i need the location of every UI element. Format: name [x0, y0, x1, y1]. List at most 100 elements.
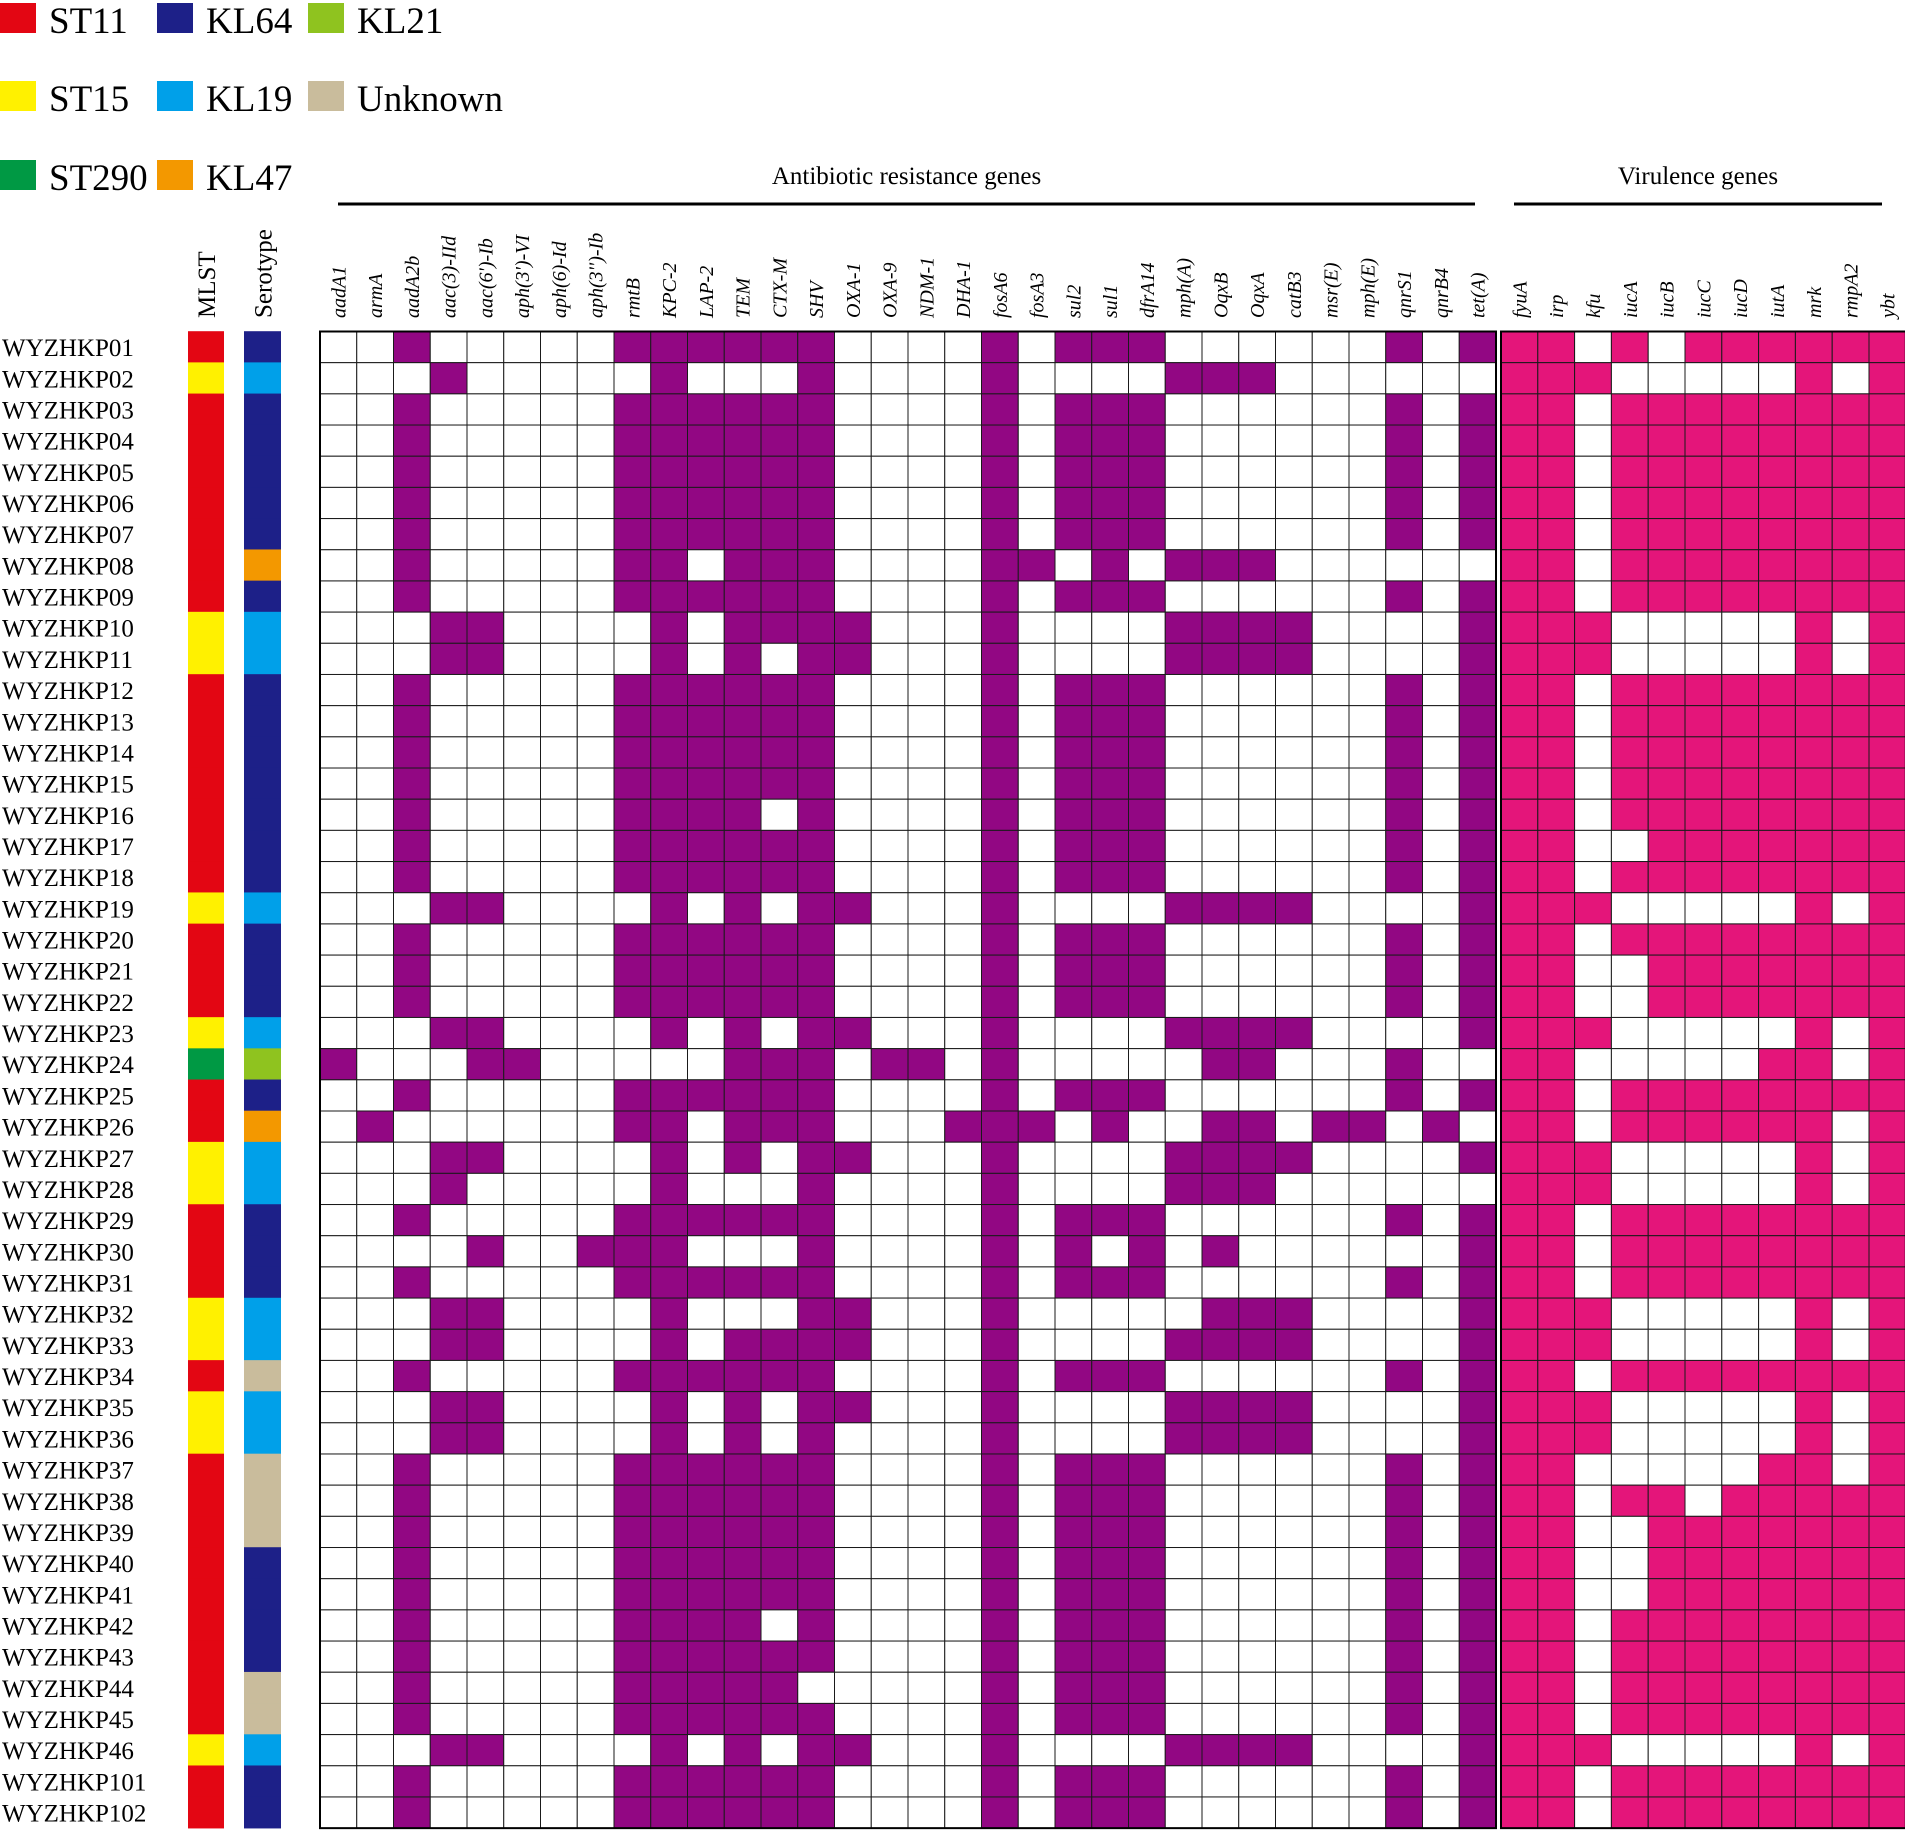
res-cell-wyzhkp07-mph-a [1164, 518, 1203, 551]
vir-cell-wyzhkp12-iuta [1758, 673, 1796, 707]
res-cell-wyzhkp16-aac-6-ib [466, 798, 505, 831]
res-cell-wyzhkp28-aph-3-vi [503, 1172, 541, 1206]
vir-cell-wyzhkp41-irp [1537, 1578, 1576, 1611]
res-cell-wyzhkp24-aada2b [393, 1048, 431, 1081]
vir-cell-wyzhkp25-iucd [1721, 1079, 1760, 1112]
res-cell-wyzhkp36-oqxa [1238, 1422, 1276, 1455]
res-cell-wyzhkp41-oqxa [1238, 1578, 1276, 1611]
res-cell-wyzhkp09-fosa3 [1017, 580, 1056, 613]
res-cell-wyzhkp40-qnrs1 [1385, 1547, 1423, 1580]
res-cell-wyzhkp33-aph-3-vi [503, 1328, 541, 1361]
res-cell-wyzhkp17-fosa3 [1017, 829, 1056, 863]
res-cell-wyzhkp40-ctx-m [760, 1547, 799, 1580]
res-cell-wyzhkp26-ctx-m [760, 1110, 799, 1143]
vir-cell-wyzhkp01-iuta [1758, 331, 1796, 364]
serotype-cell-wyzhkp101 [244, 1765, 281, 1798]
res-cell-wyzhkp16-mph-a [1164, 798, 1203, 831]
res-cell-wyzhkp17-catb3 [1275, 829, 1313, 863]
res-cell-wyzhkp25-qnrb4 [1422, 1079, 1460, 1112]
res-cell-wyzhkp04-oqxa [1238, 424, 1276, 457]
res-cell-wyzhkp41-dfra14 [1128, 1578, 1166, 1611]
vir-cell-wyzhkp25-rmpa2 [1831, 1079, 1870, 1112]
res-cell-wyzhkp33-rmtb [613, 1328, 652, 1361]
vir-cell-wyzhkp01-iucb [1647, 331, 1686, 364]
res-cell-wyzhkp13-aph-3-ib [576, 705, 615, 738]
vir-cell-wyzhkp13-kfu [1574, 705, 1612, 738]
res-cell-wyzhkp05-qnrb4 [1422, 455, 1460, 488]
res-cell-wyzhkp03-aada2b [393, 393, 431, 426]
res-cell-wyzhkp21-mph-a [1164, 954, 1203, 987]
res-cell-wyzhkp18-aph-6-id [540, 861, 578, 894]
res-cell-wyzhkp26-dha-1 [944, 1110, 982, 1143]
res-cell-wyzhkp101-oxa-1 [834, 1765, 872, 1798]
res-cell-wyzhkp42-aph-3-ib [576, 1609, 615, 1642]
res-cell-wyzhkp08-aac-6-ib [466, 549, 505, 582]
res-cell-wyzhkp05-oqxb [1201, 455, 1240, 488]
res-cell-wyzhkp19-mph-a [1164, 892, 1203, 925]
res-cell-wyzhkp15-qnrb4 [1422, 767, 1460, 800]
res-cell-wyzhkp14-aph-6-id [540, 736, 578, 769]
res-cell-wyzhkp32-aada2b [393, 1297, 431, 1330]
vir-cell-wyzhkp26-iucd [1721, 1110, 1760, 1143]
res-cell-wyzhkp01-aac-6-ib [466, 331, 505, 364]
res-cell-wyzhkp38-tet-a [1458, 1484, 1497, 1517]
vir-cell-wyzhkp43-iucb [1647, 1640, 1686, 1673]
vir-cell-wyzhkp12-iucc [1684, 673, 1723, 707]
res-cell-wyzhkp21-kpc-2 [650, 954, 688, 987]
vir-cell-wyzhkp40-mrk [1794, 1547, 1833, 1580]
res-cell-wyzhkp28-qnrb4 [1422, 1172, 1460, 1206]
vir-cell-wyzhkp44-irp [1537, 1671, 1576, 1704]
res-cell-wyzhkp25-sul2 [1054, 1079, 1093, 1112]
res-cell-wyzhkp07-tet-a [1458, 518, 1497, 551]
res-cell-wyzhkp16-oqxb [1201, 798, 1240, 831]
res-cell-wyzhkp31-msr-e [1311, 1266, 1350, 1299]
vir-cell-wyzhkp33-mrk [1794, 1328, 1833, 1361]
res-cell-wyzhkp19-oxa-1 [834, 892, 872, 925]
resistance-gene-matrix [319, 330, 1497, 1830]
serotype-cell-wyzhkp01 [244, 331, 281, 363]
res-cell-wyzhkp01-aada2b [393, 331, 431, 364]
res-cell-wyzhkp42-tet-a [1458, 1609, 1497, 1642]
vir-cell-wyzhkp17-iuta [1758, 829, 1796, 863]
res-cell-wyzhkp26-sul2 [1054, 1110, 1093, 1143]
res-cell-wyzhkp20-sul2 [1054, 923, 1093, 956]
res-cell-wyzhkp45-sul2 [1054, 1702, 1093, 1736]
res-cell-wyzhkp44-lap-2 [687, 1671, 725, 1704]
res-cell-wyzhkp44-oxa-9 [870, 1671, 909, 1704]
res-cell-wyzhkp44-ctx-m [760, 1671, 799, 1704]
vir-cell-wyzhkp18-iucd [1721, 861, 1760, 894]
res-cell-wyzhkp35-aada1 [319, 1391, 358, 1424]
res-cell-wyzhkp14-oxa-9 [870, 736, 909, 769]
res-cell-wyzhkp31-aph-3-ib [576, 1266, 615, 1299]
res-cell-wyzhkp35-mph-e [1348, 1391, 1387, 1424]
res-cell-wyzhkp09-shv [797, 580, 835, 613]
res-cell-wyzhkp36-lap-2 [687, 1422, 725, 1455]
vir-cell-wyzhkp46-mrk [1794, 1734, 1833, 1767]
res-cell-wyzhkp38-fosa6 [981, 1484, 1019, 1517]
res-cell-wyzhkp102-qnrs1 [1385, 1796, 1423, 1829]
res-cell-wyzhkp40-tet-a [1458, 1547, 1497, 1580]
res-cell-wyzhkp20-ctx-m [760, 923, 799, 956]
vir-cell-wyzhkp101-irp [1537, 1765, 1576, 1798]
res-cell-wyzhkp46-aac-6-ib [466, 1734, 505, 1767]
res-cell-wyzhkp39-oqxb [1201, 1515, 1240, 1549]
res-cell-wyzhkp32-aph-3-vi [503, 1297, 541, 1330]
res-cell-wyzhkp01-oxa-9 [870, 331, 909, 364]
res-cell-wyzhkp27-fosa3 [1017, 1141, 1056, 1174]
res-cell-wyzhkp09-ctx-m [760, 580, 799, 613]
res-cell-wyzhkp35-oqxb [1201, 1391, 1240, 1424]
res-cell-wyzhkp23-rmtb [613, 1016, 652, 1050]
res-cell-wyzhkp01-sul1 [1091, 331, 1129, 364]
res-cell-wyzhkp45-arma [356, 1702, 394, 1736]
serotype-cell-wyzhkp07 [244, 518, 281, 551]
vir-cell-wyzhkp46-iucb [1647, 1734, 1686, 1767]
vir-cell-wyzhkp22-rmpa2 [1831, 985, 1870, 1018]
serotype-cell-wyzhkp28 [244, 1173, 281, 1205]
vir-cell-wyzhkp04-mrk [1794, 424, 1833, 457]
vir-cell-wyzhkp46-iucd [1721, 1734, 1760, 1767]
res-cell-wyzhkp46-sul2 [1054, 1734, 1093, 1767]
vir-cell-wyzhkp38-kfu [1574, 1484, 1612, 1517]
annotation-tracks [188, 331, 281, 1829]
vir-cell-wyzhkp14-iucb [1647, 736, 1686, 769]
